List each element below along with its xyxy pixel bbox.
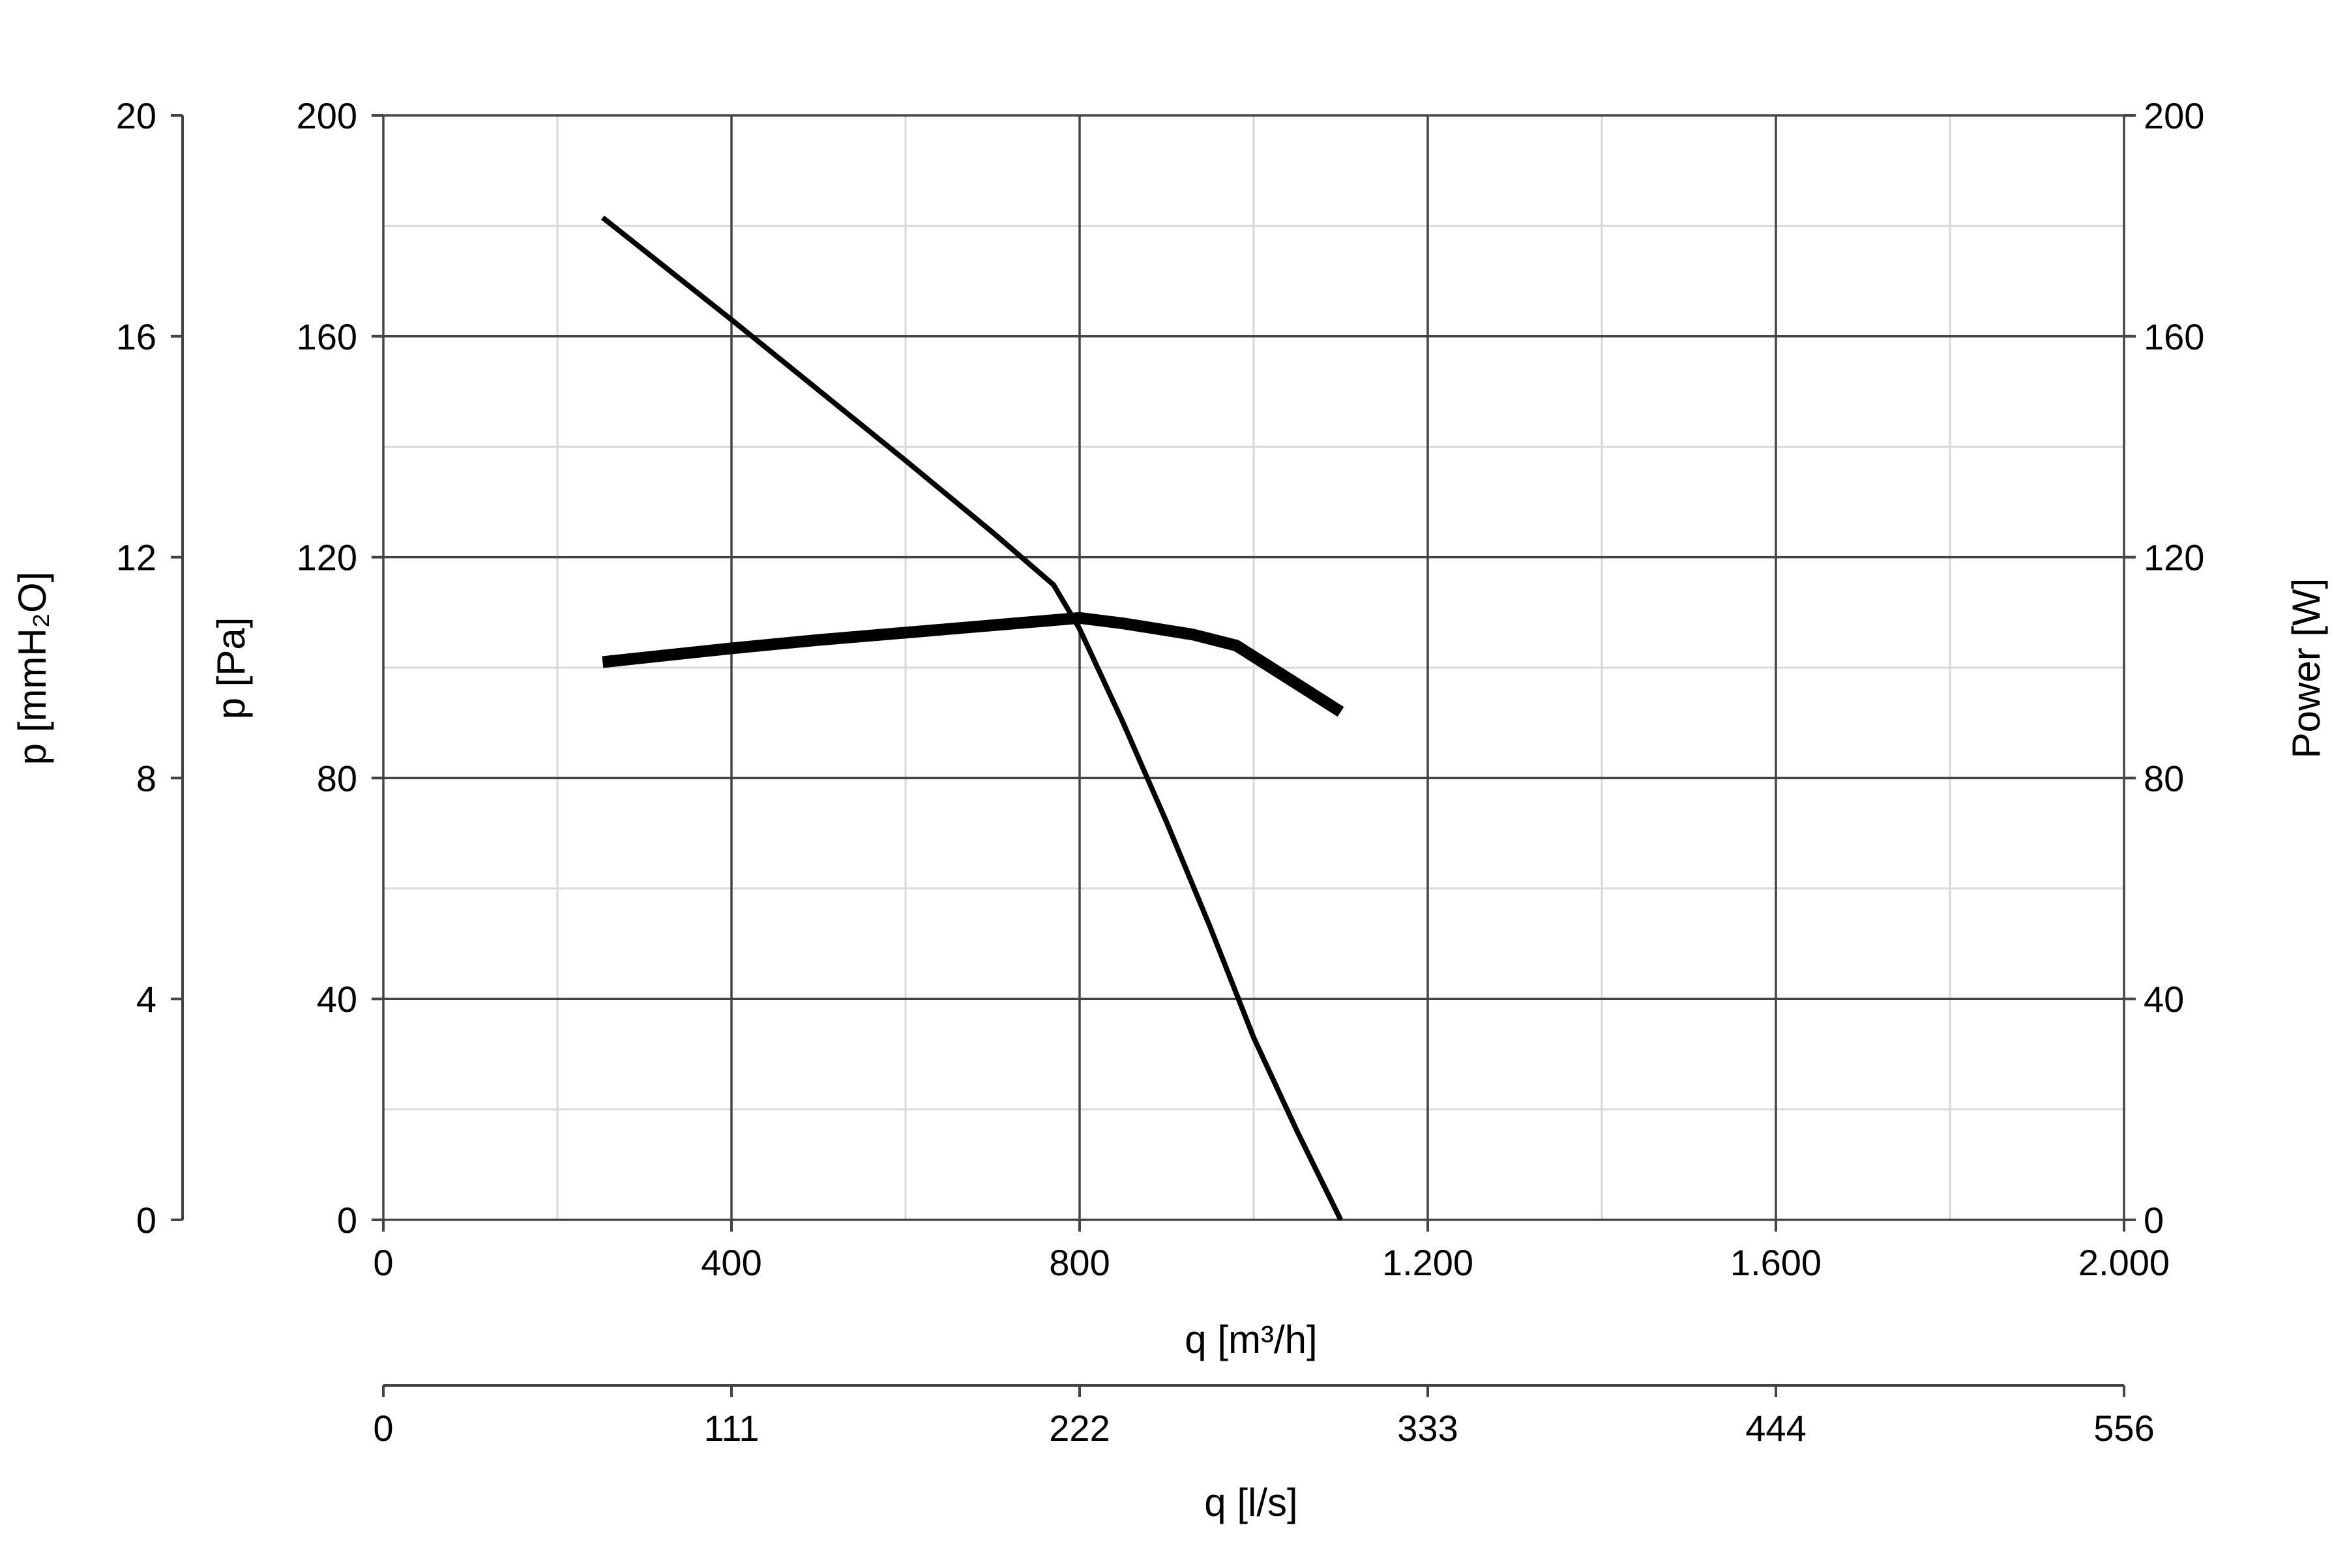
x-secondary-tick-label: 0 [373,1408,393,1449]
x-tick-label: 400 [701,1242,761,1283]
y-left-tick-label: 160 [297,316,357,357]
y-left-secondary-tick-label: 20 [116,95,156,136]
series-layer [600,215,1344,1221]
y-left-tick-label: 200 [297,95,357,136]
pressure-curve [600,215,1344,1221]
axes [171,114,2136,1397]
x-tick-label: 1.600 [1730,1242,1822,1283]
y-left-secondary-tick-label: 4 [136,979,156,1020]
y-left-secondary-tick-label: 16 [116,316,156,357]
y-right-tick-label: 200 [2144,95,2204,136]
x-secondary-tick-label: 222 [1049,1408,1110,1449]
x-tick-label: 0 [373,1242,393,1283]
y-left-tick-label: 40 [317,979,357,1020]
y-left-tick-label: 120 [297,537,357,578]
minor-grid [383,115,2124,1220]
major-grid [382,114,2125,1221]
y-right-tick-label: 120 [2144,537,2204,578]
x-secondary-tick-label: 111 [703,1408,759,1449]
y-right-tick-label: 40 [2144,979,2184,1020]
x-secondary-axis-title: q [l/s] [1204,1481,1297,1524]
y-right-axis-title: Power [W] [2284,578,2328,759]
x-tick-label: 2.000 [2078,1242,2170,1283]
x-secondary-tick-label: 444 [1745,1408,1806,1449]
y-left-tick-label: 80 [317,758,357,799]
x-secondary-tick-label: 556 [2093,1408,2154,1449]
y-left-tick-label: 0 [337,1200,357,1241]
y-left-secondary-tick-label: 8 [136,758,156,799]
y-left-axis-title: p [Pa] [209,617,253,720]
power-curve [602,612,1344,717]
x-tick-label: 800 [1049,1242,1110,1283]
x-secondary-tick-label: 333 [1397,1408,1458,1449]
y-left-secondary-tick-label: 12 [116,537,156,578]
x-axis-title: q [m³/h] [1185,1318,1317,1361]
y-left-secondary-tick-label: 0 [136,1200,156,1241]
y-right-tick-label: 0 [2144,1200,2164,1241]
y-left-secondary-axis-title: p [mmH₂O] [10,572,54,765]
y-right-tick-label: 160 [2144,316,2204,357]
x-tick-label: 1.200 [1382,1242,1473,1283]
y-right-tick-label: 80 [2144,758,2184,799]
